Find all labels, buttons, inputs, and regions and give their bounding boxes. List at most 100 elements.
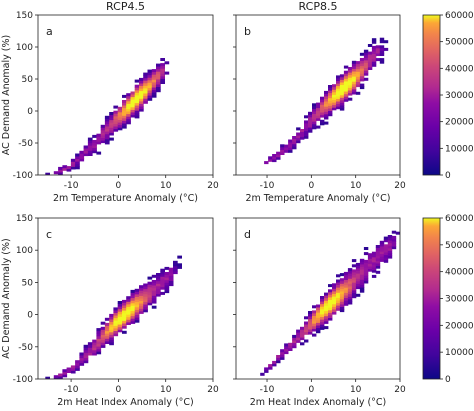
- heatmap-cell: [79, 153, 85, 157]
- heatmap-cell: [320, 104, 325, 108]
- heatmap-cell: [139, 83, 144, 86]
- heatmap-cell: [324, 98, 329, 102]
- heatmap-cell: [343, 96, 349, 100]
- heatmap-cell: [363, 52, 369, 56]
- heatmap-cell: [79, 362, 85, 366]
- heatmap-cell: [160, 75, 165, 79]
- heatmap-cell: [300, 134, 305, 138]
- heatmap-cell: [117, 124, 123, 128]
- heatmap-cell: [347, 268, 353, 272]
- heatmap-cell: [351, 65, 357, 69]
- heatmap-cell: [100, 127, 106, 131]
- heatmap-cell: [328, 315, 333, 318]
- heatmap-cell: [100, 135, 106, 138]
- heatmap-cell: [324, 297, 329, 301]
- heatmap-cell: [139, 285, 144, 289]
- heatmap-cell: [139, 303, 144, 307]
- heatmap-cell: [151, 79, 157, 83]
- heatmap-cell: [164, 61, 170, 65]
- heatmap-cell: [284, 149, 289, 153]
- heatmap-cell: [363, 70, 369, 74]
- heatmap-cell: [387, 250, 393, 254]
- heatmap-cell: [355, 79, 361, 82]
- heatmap-cell: [151, 89, 157, 93]
- heatmap-cell: [122, 112, 127, 116]
- heatmap-cell: [332, 293, 337, 297]
- heatmap-cell: [343, 91, 349, 95]
- heatmap-cell: [367, 253, 373, 257]
- heatmap-cell: [347, 67, 353, 70]
- heatmap-cell: [339, 296, 345, 300]
- heatmap-cell: [304, 339, 309, 343]
- heatmap-cell: [312, 111, 317, 114]
- heatmap-cell: [156, 86, 161, 90]
- heatmap-cell: [332, 283, 337, 287]
- heatmap-cell: [308, 316, 313, 320]
- heatmap-cell: [280, 351, 285, 355]
- heatmap-cell: [367, 260, 373, 264]
- heatmap-cell: [328, 312, 333, 316]
- heatmap-cell: [367, 64, 373, 68]
- heatmap-cell: [104, 115, 110, 119]
- heatmap-cell: [324, 295, 329, 299]
- heatmap-cell: [70, 370, 76, 374]
- heatmap-cell: [296, 137, 301, 141]
- heatmap-cell: [109, 326, 114, 330]
- heatmap-cell: [312, 116, 317, 120]
- heatmap-cell: [355, 275, 361, 279]
- heatmap-cell: [367, 59, 373, 63]
- heatmap-cell: [312, 108, 317, 112]
- heatmap-cell: [375, 255, 381, 259]
- heatmap-cell: [343, 70, 349, 74]
- heatmap-cell: [383, 236, 389, 240]
- heatmap-cell: [173, 268, 178, 272]
- heatmap-cell: [379, 47, 385, 51]
- heatmap-cell: [347, 74, 353, 78]
- heatmap-cell: [379, 45, 385, 49]
- heatmap-cell: [324, 315, 329, 319]
- heatmap-cell: [332, 104, 337, 108]
- heatmap-cells: [264, 37, 389, 165]
- heatmap-cell: [347, 293, 353, 297]
- heatmap-cell: [355, 63, 361, 67]
- heatmap-cell: [113, 105, 119, 109]
- heatmap-cell: [324, 101, 329, 105]
- x-tick-label: 10: [350, 181, 362, 191]
- axes-frame: [37, 217, 214, 380]
- heatmap-cell: [304, 326, 309, 330]
- heatmap-cell: [83, 352, 89, 356]
- heatmap-cell: [164, 279, 170, 283]
- heatmap-cell: [122, 102, 127, 106]
- heatmap-cell: [75, 360, 80, 364]
- heatmap-cell: [336, 300, 341, 304]
- heatmap-cell: [328, 95, 333, 99]
- heatmap-cell: [130, 295, 136, 299]
- heatmap-cell: [363, 67, 369, 71]
- heatmap-cell: [387, 255, 393, 259]
- heatmap-cell: [332, 97, 337, 100]
- heatmap-cell: [288, 139, 293, 143]
- heatmap-cell: [351, 292, 357, 296]
- heatmap-cell: [139, 103, 144, 107]
- heatmap-cell: [288, 348, 293, 351]
- heatmap-cell: [379, 243, 385, 247]
- x-tick-label: 10: [160, 181, 172, 191]
- heatmap-cell: [109, 339, 114, 343]
- heatmap-cell: [75, 161, 80, 165]
- heatmap-cell: [130, 292, 136, 296]
- heatmap-cell: [351, 83, 357, 87]
- heatmap-cell: [122, 315, 127, 319]
- heatmap-cell: [347, 280, 353, 284]
- heatmap-cell: [100, 334, 106, 338]
- heatmap-cell: [316, 325, 321, 329]
- heatmap-cell: [130, 300, 136, 304]
- heatmap-cell: [339, 298, 345, 302]
- heatmap-cell: [320, 109, 325, 113]
- heatmap-cell: [122, 323, 127, 327]
- heatmap-cell: [100, 321, 106, 325]
- panel-letter: a: [46, 25, 53, 38]
- heatmap-cell: [324, 121, 329, 125]
- heatmap-cell: [359, 258, 365, 262]
- heatmap-cell: [304, 133, 309, 137]
- heatmap-cell: [79, 150, 85, 154]
